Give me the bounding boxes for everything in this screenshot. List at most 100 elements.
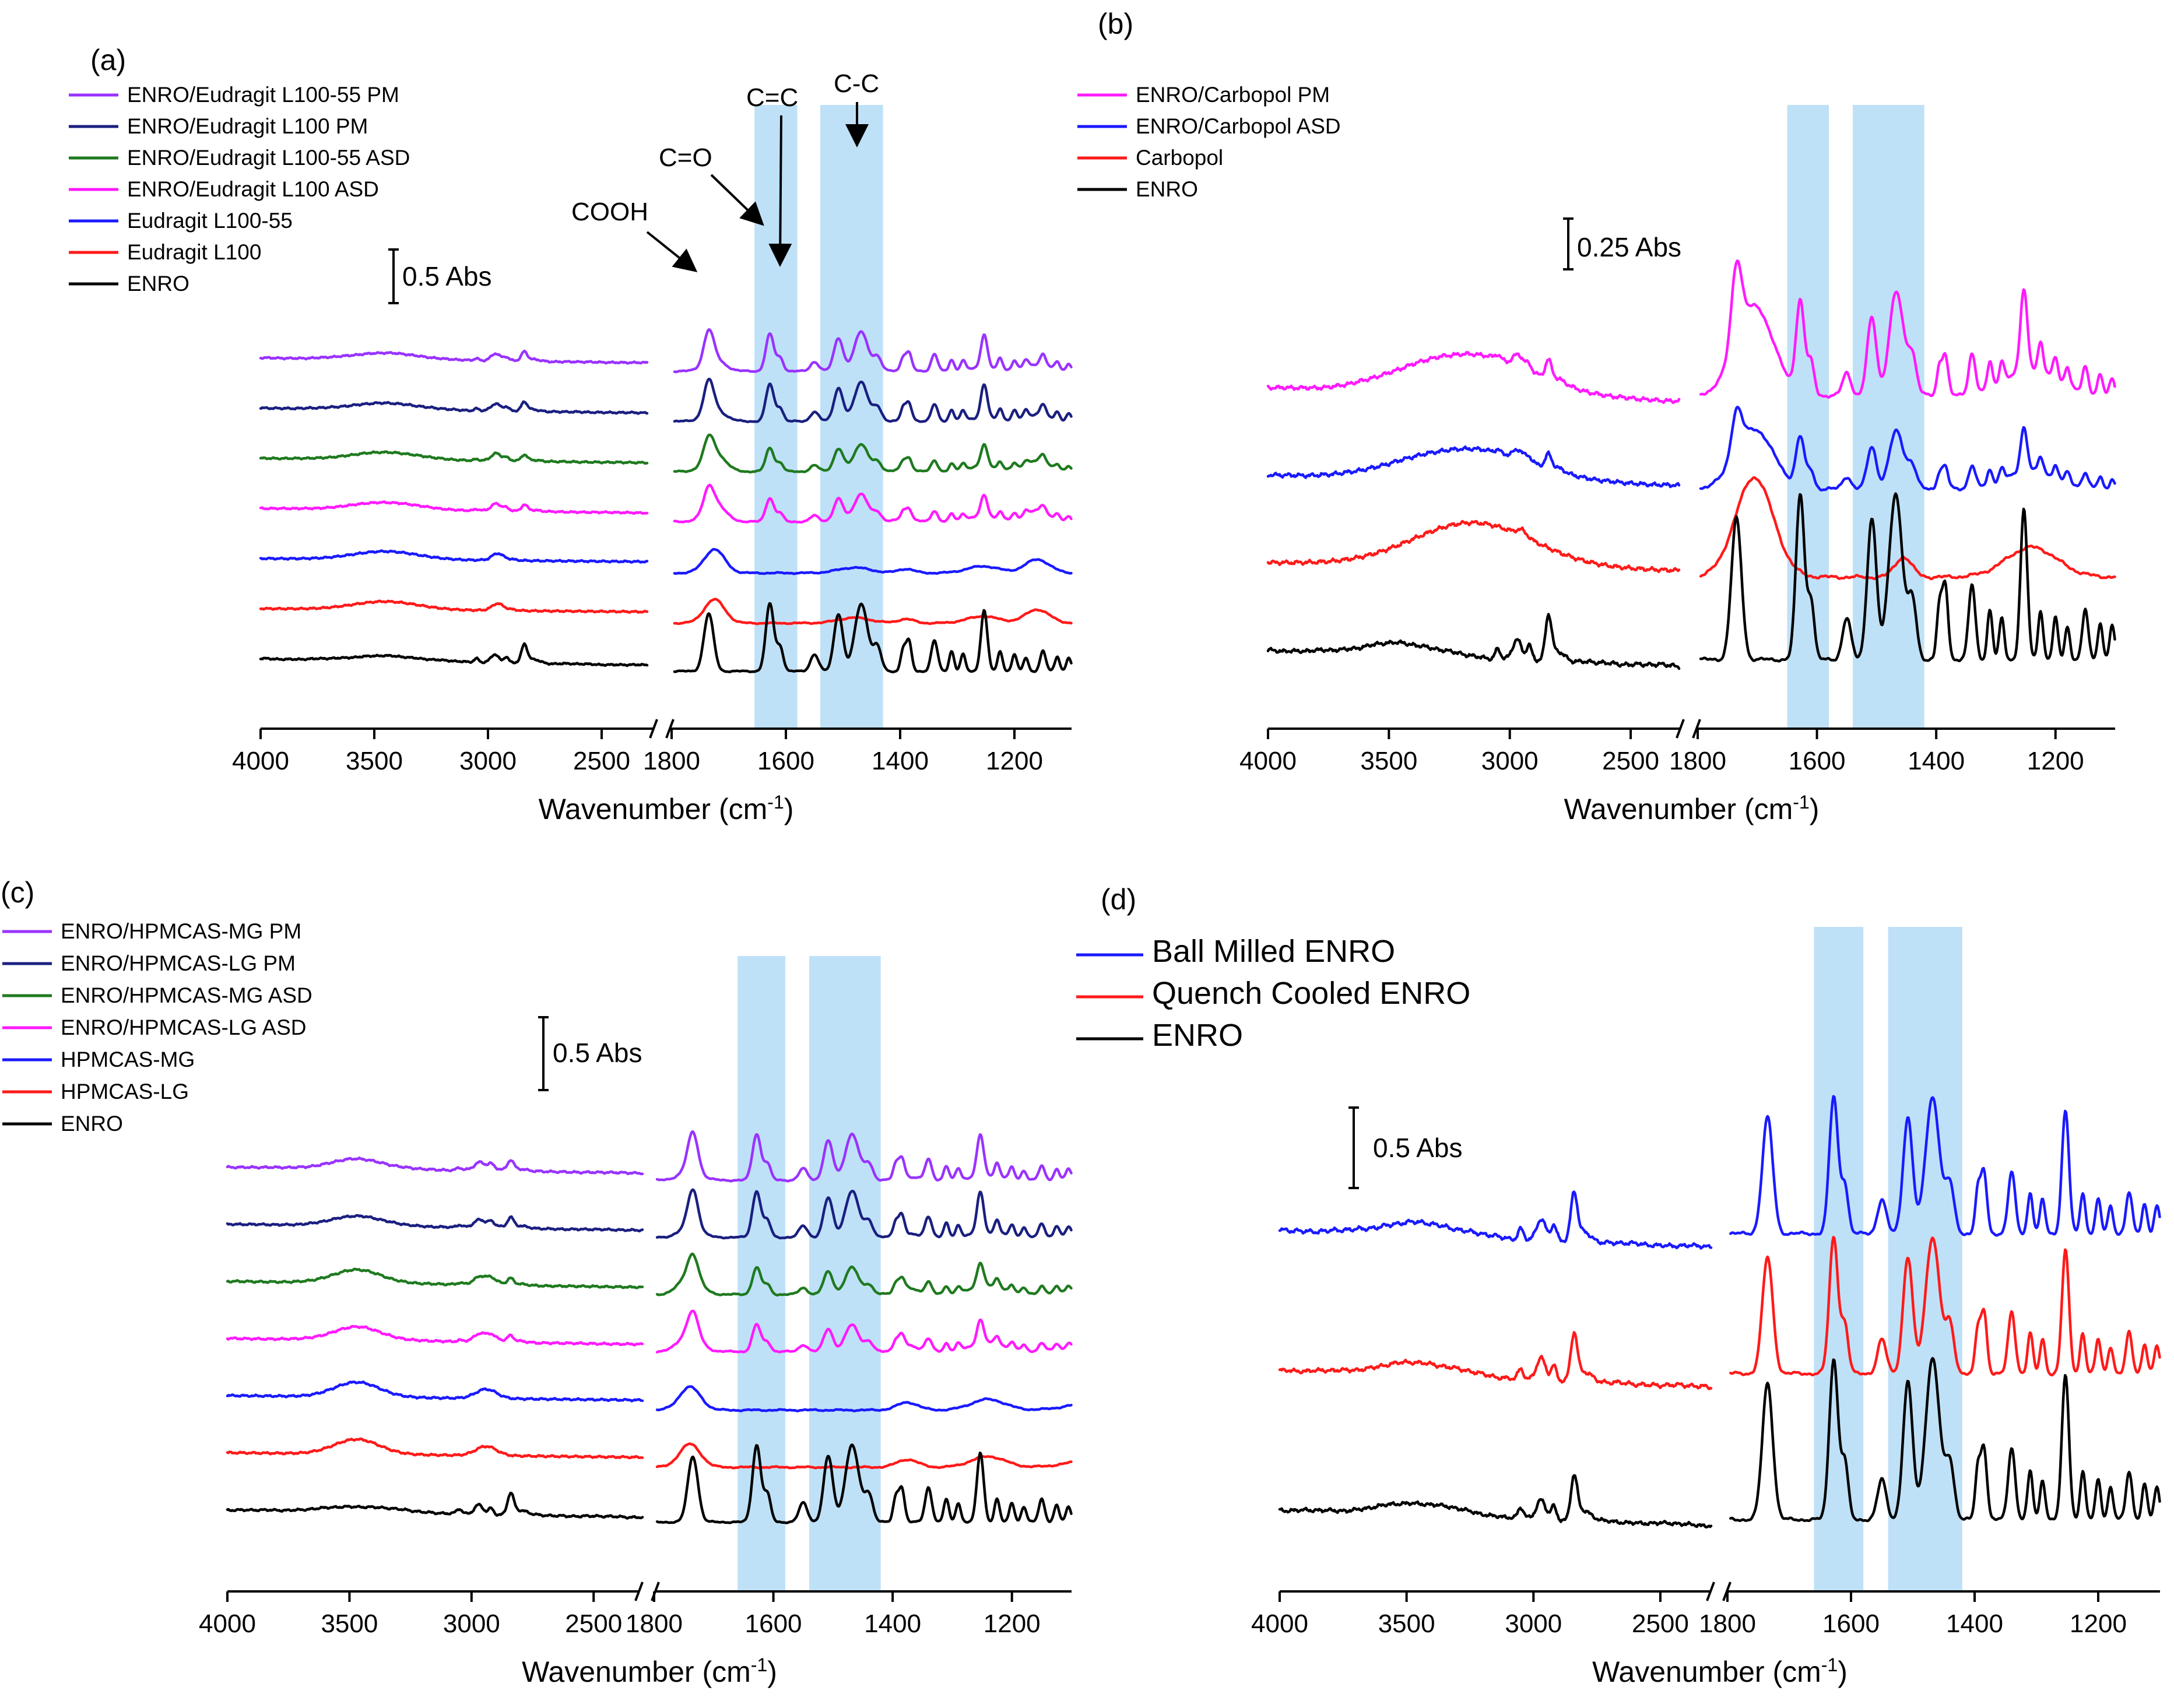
- scale-bar-label: 0.5 Abs: [402, 261, 491, 291]
- legend-label: HPMCAS-MG: [61, 1048, 195, 1071]
- spectrum-trace: [673, 483, 1073, 524]
- legend-label: Carbopol: [1136, 146, 1223, 170]
- chart-panel-1: 4000 3500 3000 2500 1800 1600 1400 1200 Wavenumb…: [1077, 8, 2116, 825]
- panel-label: (c): [1, 876, 34, 909]
- x-axis-title: Wavenumber (cm-1): [1592, 1654, 1848, 1688]
- x-tick-label: 1400: [1908, 747, 1965, 775]
- x-tick-label: 3000: [459, 747, 517, 775]
- peak-annotation-label: C=C: [746, 83, 798, 112]
- x-tick-label: 3500: [1360, 747, 1417, 775]
- spectrum-trace: [673, 433, 1073, 474]
- x-tick-label: 4000: [199, 1609, 256, 1638]
- peak-annotation-arrow: [768, 115, 792, 267]
- spectrum-trace: [673, 378, 1073, 423]
- legend-label: ENRO/Carbopol ASD: [1136, 114, 1341, 138]
- legend-label: ENRO/HPMCAS-LG ASD: [61, 1015, 306, 1039]
- legend-label: HPMCAS-LG: [61, 1080, 189, 1103]
- peak-annotation-label: COOH: [571, 198, 648, 226]
- spectrum-trace: [259, 450, 649, 465]
- x-tick-label: 1200: [2070, 1609, 2127, 1638]
- chart-panel-2: 4000 3500 3000 2500 1800 1600 1400 1200 Wavenumb…: [1, 876, 1073, 1688]
- x-axis-title: Wavenumber (cm-1): [539, 792, 794, 825]
- legend-label: Quench Cooled ENRO: [1152, 976, 1470, 1011]
- spectrum-trace: [1266, 445, 1681, 488]
- spectrum-trace: [655, 1130, 1073, 1183]
- x-tick-label: 2500: [565, 1609, 622, 1638]
- spectrum-trace: [1699, 406, 2116, 492]
- x-tick-label: 1800: [1669, 747, 1726, 775]
- spectrum-trace: [259, 400, 649, 415]
- spectrum-trace: [226, 1156, 644, 1176]
- spectrum-trace: [673, 598, 1073, 625]
- x-axis-title: Wavenumber (cm-1): [522, 1654, 777, 1688]
- spectrum-trace: [1266, 613, 1681, 670]
- x-tick-label: 1600: [1789, 747, 1846, 775]
- spectrum-trace: [1278, 1331, 1713, 1391]
- spectrum-trace: [673, 328, 1073, 374]
- spectrum-trace: [655, 1309, 1073, 1354]
- panel-label: (b): [1098, 8, 1133, 40]
- spectrum-trace: [226, 1380, 644, 1403]
- spectrum-trace: [259, 599, 649, 614]
- legend-label: ENRO/Carbopol PM: [1136, 83, 1330, 107]
- legend-label: Eudragit L100-55: [127, 209, 293, 233]
- scale-bar-label: 0.5 Abs: [1373, 1133, 1462, 1163]
- highlight-band: [1787, 105, 1829, 729]
- spectrum-trace: [1278, 1190, 1713, 1250]
- spectrum-trace: [1699, 476, 2116, 581]
- x-tick-label: 1800: [643, 747, 700, 775]
- x-tick-label: 1400: [872, 747, 929, 775]
- spectrum-trace: [259, 500, 649, 515]
- peak-annotation-label: C=O: [659, 143, 712, 172]
- legend-label: ENRO: [127, 272, 189, 296]
- x-tick-label: 3500: [1378, 1609, 1435, 1638]
- spectrum-trace: [1699, 492, 2116, 663]
- legend-label: Ball Milled ENRO: [1152, 934, 1395, 969]
- spectrum-trace: [259, 349, 649, 365]
- spectrum-trace: [673, 602, 1073, 674]
- x-tick-label: 3500: [346, 747, 403, 775]
- x-tick-label: 1600: [745, 1609, 802, 1638]
- x-tick-label: 2500: [1602, 747, 1659, 775]
- peak-annotation-arrow: [710, 174, 764, 226]
- x-tick-label: 2500: [573, 747, 630, 775]
- spectrum-trace: [673, 547, 1073, 575]
- x-tick-label: 1600: [757, 747, 814, 775]
- x-tick-label: 1200: [986, 747, 1043, 775]
- x-tick-label: 3500: [321, 1609, 378, 1638]
- spectrum-trace: [1699, 259, 2116, 399]
- spectrum-trace: [226, 1267, 644, 1289]
- x-tick-label: 2500: [1632, 1609, 1689, 1638]
- spectrum-trace: [1266, 519, 1681, 574]
- legend-label: Eudragit L100: [127, 240, 261, 264]
- spectrum-trace: [226, 1437, 644, 1460]
- legend-label: ENRO/Eudragit L100-55 PM: [127, 83, 399, 107]
- x-tick-label: 1400: [864, 1609, 921, 1638]
- x-tick-label: 4000: [232, 747, 289, 775]
- panel-label: (d): [1101, 883, 1136, 916]
- spectrum-trace: [1729, 1356, 2161, 1523]
- spectrum-trace: [1278, 1474, 1713, 1529]
- x-tick-label: 1800: [1699, 1609, 1756, 1638]
- spectrum-trace: [259, 642, 649, 667]
- legend-label: ENRO/HPMCAS-LG PM: [61, 951, 296, 975]
- legend-label: ENRO/Eudragit L100 PM: [127, 114, 368, 138]
- legend-label: ENRO: [61, 1112, 123, 1136]
- x-tick-label: 1200: [984, 1609, 1041, 1638]
- x-tick-label: 1200: [2027, 747, 2084, 775]
- spectrum-trace: [1729, 1095, 2161, 1237]
- scale-bar-label: 0.5 Abs: [553, 1038, 642, 1068]
- spectrum-trace: [259, 549, 649, 564]
- peak-annotation-arrow: [646, 231, 698, 272]
- spectrum-trace: [655, 1442, 1073, 1470]
- x-tick-label: 1600: [1822, 1609, 1880, 1638]
- spectrum-trace: [1729, 1236, 2161, 1377]
- spectrum-trace: [655, 1385, 1073, 1412]
- spectrum-trace: [1266, 351, 1681, 405]
- spectrum-trace: [655, 1188, 1073, 1240]
- spectrum-trace: [226, 1214, 644, 1233]
- legend-label: ENRO/HPMCAS-MG ASD: [61, 983, 312, 1007]
- x-tick-label: 1400: [1946, 1609, 2003, 1638]
- x-tick-label: 3000: [443, 1609, 500, 1638]
